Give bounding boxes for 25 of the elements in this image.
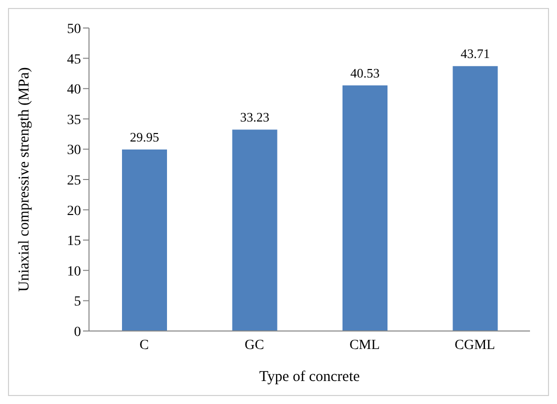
data-label: 33.23 bbox=[240, 110, 270, 125]
bar bbox=[232, 130, 278, 331]
x-tick-label: C bbox=[139, 338, 149, 353]
data-label: 40.53 bbox=[350, 65, 380, 80]
data-label: 43.71 bbox=[460, 46, 490, 62]
x-tick-label: CML bbox=[349, 338, 380, 353]
y-tick-label: 5 bbox=[74, 294, 81, 310]
y-tick-label: 35 bbox=[67, 112, 81, 128]
y-tick-label: 0 bbox=[74, 324, 81, 340]
bar bbox=[452, 66, 498, 331]
y-tick-label: 40 bbox=[67, 82, 81, 98]
data-label: 29.95 bbox=[130, 130, 160, 145]
bar bbox=[342, 85, 388, 331]
bar bbox=[122, 150, 167, 331]
y-tick-label: 15 bbox=[67, 234, 81, 250]
y-tick-label: 30 bbox=[67, 143, 81, 158]
x-tick-label: CGML bbox=[454, 338, 496, 353]
y-tick-label: 50 bbox=[67, 22, 81, 37]
y-axis-title: Uniaxial compressive strength (MPa) bbox=[16, 67, 32, 292]
x-tick-label: GC bbox=[244, 338, 264, 353]
y-tick-label: 20 bbox=[67, 204, 81, 219]
x-axis-title: Type of concrete bbox=[259, 369, 360, 385]
y-tick-label: 45 bbox=[67, 52, 81, 68]
y-tick-label: 25 bbox=[67, 173, 81, 188]
y-tick-label: 10 bbox=[67, 264, 81, 280]
